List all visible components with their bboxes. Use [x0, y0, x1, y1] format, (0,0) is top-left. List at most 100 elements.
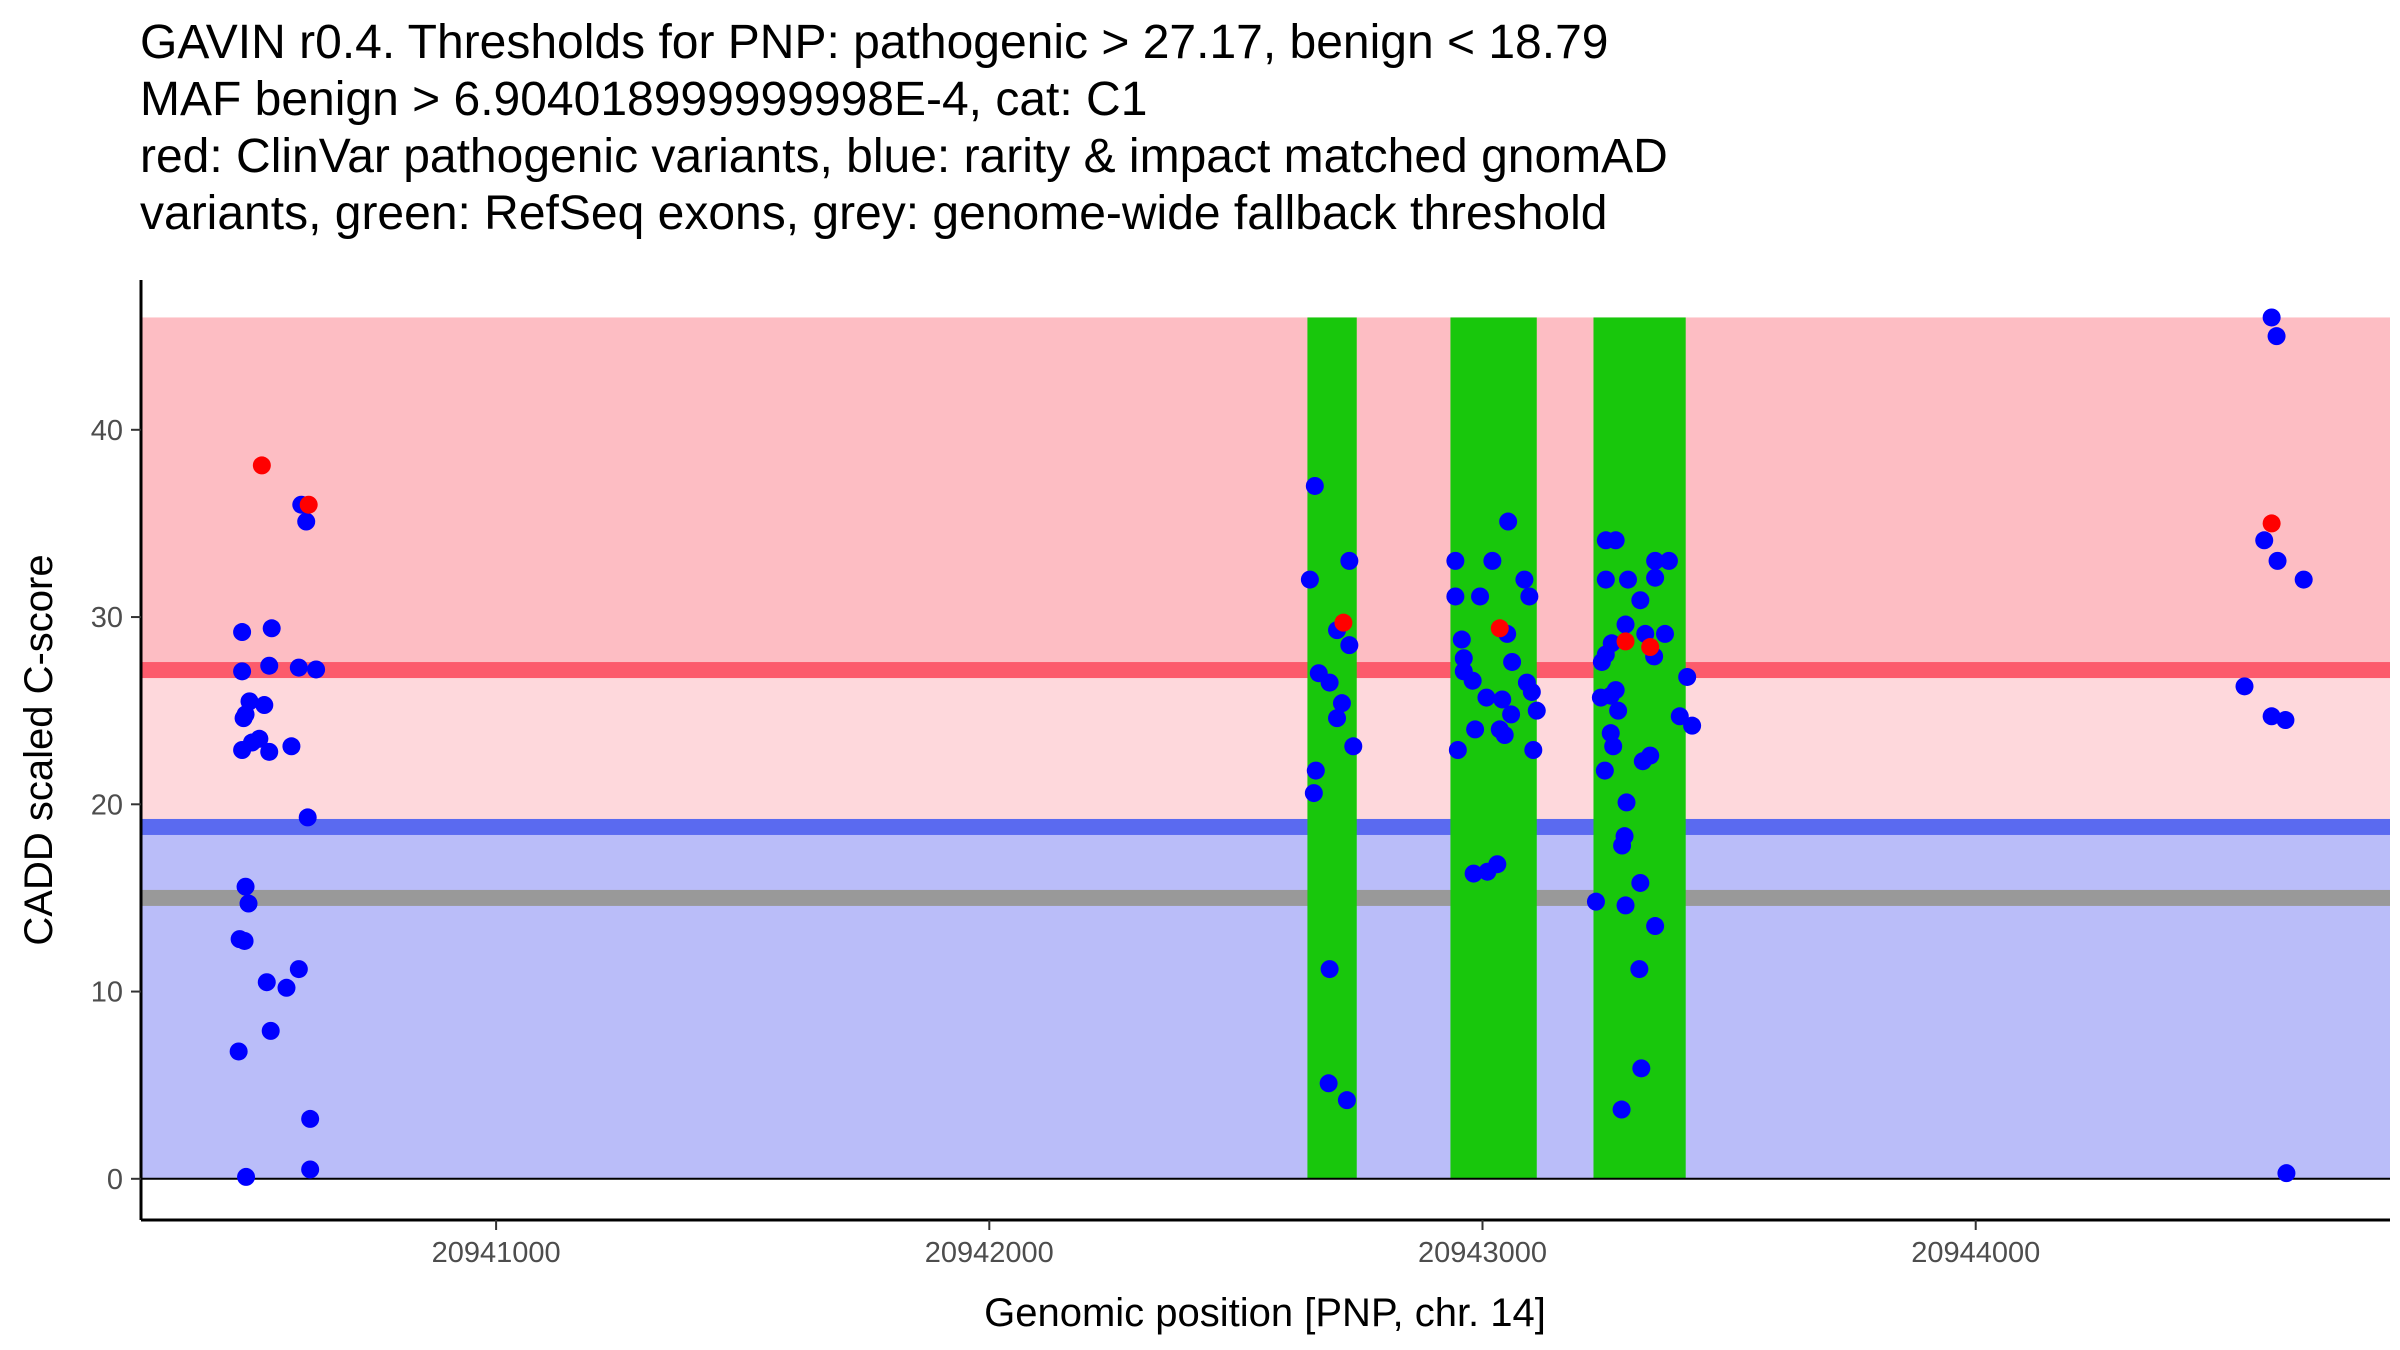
gnomad-point: [298, 808, 317, 827]
gnomad-point: [1499, 512, 1518, 531]
intermediate-zone: [141, 670, 2390, 827]
gnomad-point: [301, 1160, 320, 1179]
gnomad-point: [1631, 873, 1650, 892]
y-tick-label: 0: [107, 1164, 123, 1196]
clinvar-point: [252, 456, 271, 475]
gnomad-point: [1319, 1074, 1338, 1093]
benign-zone: [141, 826, 2390, 1179]
x-axis-title: Genomic position [PNP, chr. 14]: [984, 1291, 1546, 1335]
exon-bands: [1307, 317, 1686, 1179]
gnomad-point: [2277, 1164, 2296, 1183]
title-line: MAF benign > 6.904018999999998E-4, cat: …: [140, 73, 1148, 126]
gnomad-point: [307, 660, 326, 679]
gnomad-point: [1586, 892, 1605, 911]
gnomad-point: [1464, 864, 1483, 883]
y-tick-label: 20: [91, 789, 123, 821]
gnomad-point: [1646, 551, 1665, 570]
gnomad-point: [1483, 551, 1502, 570]
clinvar-point: [1616, 632, 1635, 651]
gnomad-point: [233, 662, 252, 681]
clinvar-point: [299, 495, 318, 514]
gnomad-point: [2267, 327, 2286, 346]
gnomad-point: [240, 692, 259, 711]
gnomad-point: [289, 658, 308, 677]
gnomad-point: [1328, 709, 1347, 728]
gnomad-point: [301, 1109, 320, 1128]
gnomad-point: [1304, 784, 1323, 803]
gnomad-point: [1446, 587, 1465, 606]
gnomad-point: [1340, 636, 1359, 655]
clinvar-point: [1641, 638, 1660, 657]
gnomad-point: [1596, 570, 1615, 589]
fallback-threshold-line: [141, 889, 2390, 906]
gnomad-point: [1617, 793, 1636, 812]
gnomad-point: [2262, 308, 2281, 327]
gnomad-point: [262, 619, 281, 638]
gnomad-point: [1300, 570, 1319, 589]
gnomad-point: [236, 877, 255, 896]
gnomad-point: [1488, 855, 1507, 874]
gnomad-point: [2235, 677, 2254, 696]
gnomad-point: [1344, 737, 1363, 756]
pathogenic-threshold-line: [141, 662, 2390, 679]
gnomad-point: [1340, 551, 1359, 570]
y-tick-label: 40: [91, 415, 123, 447]
gnomad-point: [235, 931, 254, 950]
gnomad-point: [1670, 707, 1689, 726]
y-tick-label: 30: [91, 602, 123, 634]
gnomad-point: [233, 741, 252, 759]
variant-points: [229, 308, 2313, 1186]
gnomad-point: [233, 623, 252, 642]
threshold-zones: [141, 317, 2390, 1179]
gnomad-point: [1305, 476, 1324, 495]
gnomad-point: [1659, 551, 1678, 570]
gnomad-point: [1520, 587, 1539, 606]
gnomad-point: [282, 737, 301, 756]
gnomad-point: [239, 894, 258, 913]
gnomad-point: [1646, 917, 1665, 936]
gnomad-point: [1609, 701, 1628, 720]
gnomad-point: [250, 729, 269, 748]
gnomad-point: [255, 696, 274, 715]
gnomad-point: [1320, 673, 1339, 692]
gnomad-point: [234, 709, 253, 728]
benign-threshold-line: [141, 818, 2390, 835]
gnomad-point: [1524, 741, 1543, 759]
gnomad-point: [1595, 761, 1614, 780]
gnomad-point: [260, 742, 279, 761]
gnomad-point: [1452, 630, 1471, 649]
title-line: variants, green: RefSeq exons, grey: gen…: [140, 187, 1608, 240]
y-axis-title: CADD scaled C-score: [17, 554, 61, 945]
gnomad-point: [1306, 761, 1325, 780]
gnomad-point: [1631, 591, 1650, 610]
gnomad-point: [297, 512, 316, 531]
x-tick-label: 20942000: [925, 1237, 1054, 1269]
gnomad-point: [1337, 1091, 1356, 1110]
gnomad-point: [1606, 531, 1625, 550]
x-tick-label: 20943000: [1418, 1237, 1547, 1269]
pathogenic-zone: [141, 317, 2390, 671]
gnomad-point: [1477, 688, 1496, 707]
gnomad-point: [1613, 836, 1632, 855]
gnomad-point: [1655, 624, 1674, 643]
gnomad-point: [1619, 570, 1638, 589]
gnomad-point: [1630, 960, 1649, 979]
gnomad-point: [237, 1167, 256, 1186]
gnomad-point: [1471, 587, 1490, 606]
gnomad-point: [229, 1042, 248, 1061]
gnomad-point: [1502, 705, 1521, 724]
gnomad-point: [1515, 570, 1534, 589]
clinvar-point: [2262, 514, 2281, 533]
gnomad-point: [1495, 726, 1514, 745]
gnomad-point: [1448, 741, 1467, 759]
gnomad-point: [1678, 667, 1697, 686]
gnomad-point: [2276, 711, 2295, 730]
gnomad-point: [1493, 690, 1512, 709]
gnomad-point: [1527, 701, 1546, 720]
gnomad-point: [1616, 615, 1635, 634]
gnomad-point: [1332, 694, 1351, 713]
gnomad-point: [1320, 960, 1339, 979]
gnomad-point: [1463, 671, 1482, 690]
gnomad-point: [1604, 737, 1623, 756]
